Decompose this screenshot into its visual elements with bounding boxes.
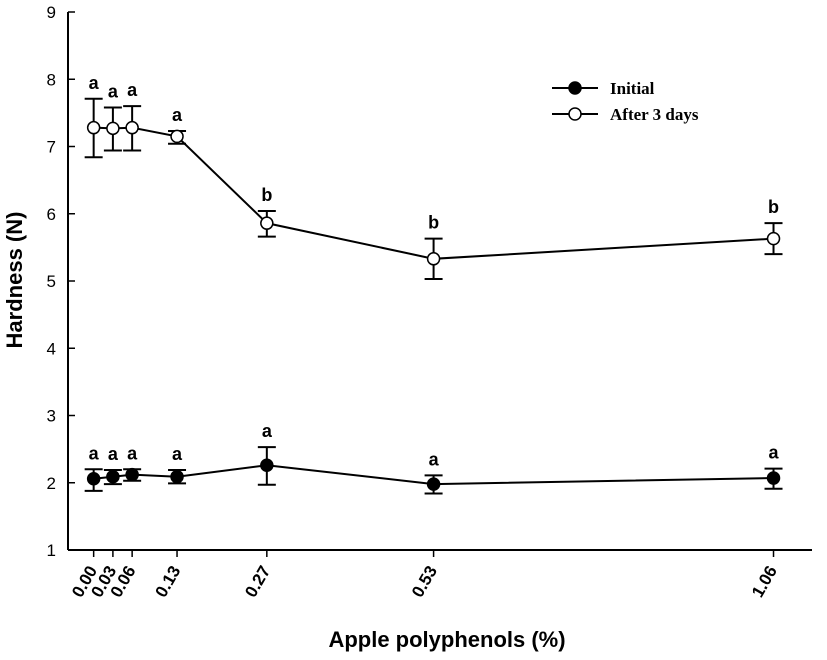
x-tick-label: 1.06 xyxy=(748,563,781,601)
y-tick-label: 9 xyxy=(47,3,56,22)
significance-letter: a xyxy=(127,80,138,100)
data-point xyxy=(766,231,781,246)
x-tick-label: 0.27 xyxy=(241,563,274,601)
data-point xyxy=(260,216,274,230)
data-point xyxy=(426,252,441,266)
data-point xyxy=(86,120,101,135)
significance-letter: a xyxy=(127,443,138,463)
significance-letter: b xyxy=(428,213,439,233)
data-point xyxy=(426,477,441,491)
x-tick-label: 0.13 xyxy=(151,563,184,601)
x-axis-title: Apple polyphenols (%) xyxy=(328,627,565,652)
data-point xyxy=(170,469,184,484)
legend-label: After 3 days xyxy=(610,105,699,124)
data-point xyxy=(106,121,120,136)
data-point xyxy=(260,458,274,473)
significance-letter: b xyxy=(768,197,779,217)
legend-item: Initial xyxy=(552,79,655,98)
significance-letter: a xyxy=(429,449,440,469)
legend: Initial After 3 days xyxy=(552,79,699,124)
legend-label: Initial xyxy=(610,79,655,98)
y-tick-label: 8 xyxy=(47,70,56,89)
significance-letter: a xyxy=(262,421,273,441)
series-initial: a a a aaa a xyxy=(84,421,783,495)
data-point xyxy=(125,467,139,482)
y-tick-label: 7 xyxy=(47,138,56,157)
y-tick-label: 4 xyxy=(47,339,56,358)
x-tick-label: 0.53 xyxy=(408,563,441,601)
legend-marker xyxy=(568,107,582,121)
data-point xyxy=(106,469,120,484)
significance-letter: a xyxy=(769,443,780,463)
significance-letter: b xyxy=(261,185,272,205)
y-tick-label: 3 xyxy=(47,407,56,426)
data-point xyxy=(766,471,781,485)
y-tick-label: 2 xyxy=(47,474,56,493)
data-point xyxy=(86,471,101,486)
legend-marker xyxy=(568,81,582,95)
significance-letter: a xyxy=(108,444,119,464)
significance-letter: a xyxy=(108,81,119,101)
data-point xyxy=(125,120,139,135)
legend-item: After 3 days xyxy=(552,105,699,124)
significance-letter: a xyxy=(89,443,100,463)
data-point xyxy=(170,129,184,144)
y-axis-title: Hardness (N) xyxy=(2,212,27,349)
significance-letter: a xyxy=(172,105,183,125)
y-tick-label: 6 xyxy=(47,205,56,224)
y-axis: 1 2 3 4 5 6 7 8 9 xyxy=(47,3,75,560)
significance-letter: a xyxy=(172,444,183,464)
y-tick-label: 1 xyxy=(47,541,56,560)
y-tick-label: 5 xyxy=(47,272,56,291)
x-axis: 0.000.030.06 0.13 0.27 0.53 1.06 xyxy=(68,549,812,601)
significance-letter: a xyxy=(89,73,100,93)
